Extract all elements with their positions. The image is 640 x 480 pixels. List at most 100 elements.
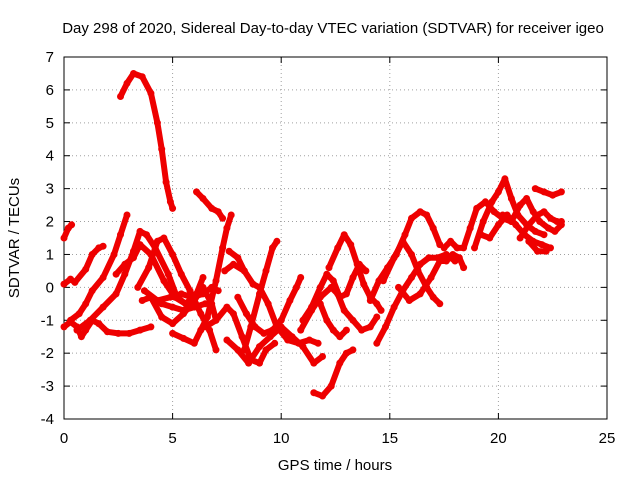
- y-tick-label: 0: [46, 279, 54, 296]
- data-point: [277, 316, 285, 324]
- y-tick-label: -4: [41, 411, 54, 428]
- data-point: [180, 310, 187, 318]
- series-line: [441, 198, 515, 251]
- series-arc23: [316, 300, 350, 341]
- data-point: [499, 211, 507, 219]
- series-arc21: [297, 283, 381, 334]
- data-point: [395, 283, 402, 291]
- data-point: [203, 313, 211, 321]
- data-point: [349, 274, 357, 281]
- data-point: [342, 290, 350, 298]
- data-point: [416, 290, 424, 298]
- data-point: [316, 293, 324, 301]
- data-point: [540, 188, 548, 196]
- data-point: [516, 234, 524, 242]
- series-arc19: [240, 237, 281, 354]
- data-point: [316, 283, 324, 291]
- data-point: [323, 316, 331, 324]
- data-point: [358, 326, 366, 334]
- data-point: [273, 237, 281, 245]
- data-point: [310, 389, 318, 397]
- data-point: [308, 306, 316, 314]
- data-point: [390, 303, 398, 311]
- data-point: [112, 270, 120, 278]
- data-point: [347, 241, 355, 249]
- data-point: [240, 346, 248, 354]
- data-point: [507, 195, 515, 202]
- data-point: [360, 280, 368, 288]
- data-point: [201, 323, 209, 331]
- data-point: [160, 277, 168, 285]
- data-point: [112, 290, 120, 298]
- data-point: [143, 231, 150, 239]
- data-point: [473, 204, 481, 212]
- data-point: [342, 326, 350, 334]
- data-point: [110, 251, 118, 258]
- data-point: [382, 323, 389, 331]
- series-arc13: [193, 188, 227, 222]
- data-point: [68, 221, 76, 229]
- data-point: [121, 260, 129, 268]
- data-point: [193, 188, 200, 196]
- data-point: [327, 382, 335, 390]
- data-point: [114, 329, 122, 337]
- data-point: [99, 242, 107, 250]
- data-point: [292, 283, 300, 291]
- series-arc15: [223, 323, 326, 367]
- data-point: [557, 188, 565, 196]
- series-line: [117, 70, 176, 212]
- data-point: [214, 208, 222, 216]
- data-point: [234, 254, 242, 262]
- data-point: [234, 346, 242, 354]
- data-point: [201, 300, 209, 308]
- data-point: [284, 336, 292, 344]
- data-point: [377, 306, 385, 314]
- data-point: [534, 211, 541, 219]
- y-tick-label: -2: [41, 345, 54, 362]
- data-point: [551, 227, 559, 235]
- data-point: [334, 290, 342, 298]
- data-point: [136, 326, 144, 334]
- data-point: [256, 290, 263, 298]
- data-point: [60, 280, 68, 288]
- data-point: [153, 237, 161, 245]
- data-point: [162, 178, 170, 186]
- data-point: [238, 333, 246, 341]
- series-arc29: [440, 198, 515, 252]
- series-arc1: [60, 221, 76, 242]
- data-point: [453, 244, 461, 252]
- data-point: [334, 244, 342, 252]
- data-point: [271, 339, 279, 347]
- data-point: [408, 251, 415, 258]
- data-point: [447, 237, 455, 245]
- data-point: [525, 237, 533, 245]
- data-point: [256, 359, 263, 367]
- data-point: [245, 359, 253, 367]
- data-point: [516, 201, 524, 209]
- series-arc18: [225, 247, 248, 275]
- data-point: [147, 89, 155, 97]
- data-point: [329, 326, 337, 334]
- data-point: [121, 270, 129, 278]
- data-point: [229, 260, 237, 268]
- x-tick-label: 10: [273, 430, 290, 447]
- series-arc28: [395, 251, 468, 304]
- data-series-group: [60, 70, 565, 400]
- data-point: [256, 343, 263, 351]
- data-point: [336, 333, 344, 341]
- data-point: [536, 218, 544, 225]
- data-point: [305, 336, 313, 344]
- data-point: [158, 300, 166, 308]
- x-axis-label: GPS time / hours: [278, 457, 392, 474]
- data-point: [160, 234, 168, 242]
- data-point: [523, 195, 531, 202]
- data-point: [531, 227, 539, 235]
- y-tick-label: -1: [41, 312, 54, 329]
- data-point: [408, 214, 415, 222]
- data-point: [340, 306, 348, 314]
- data-point: [177, 290, 185, 298]
- data-point: [136, 227, 144, 235]
- data-point: [353, 260, 361, 268]
- data-point: [138, 297, 146, 304]
- data-point: [240, 267, 248, 275]
